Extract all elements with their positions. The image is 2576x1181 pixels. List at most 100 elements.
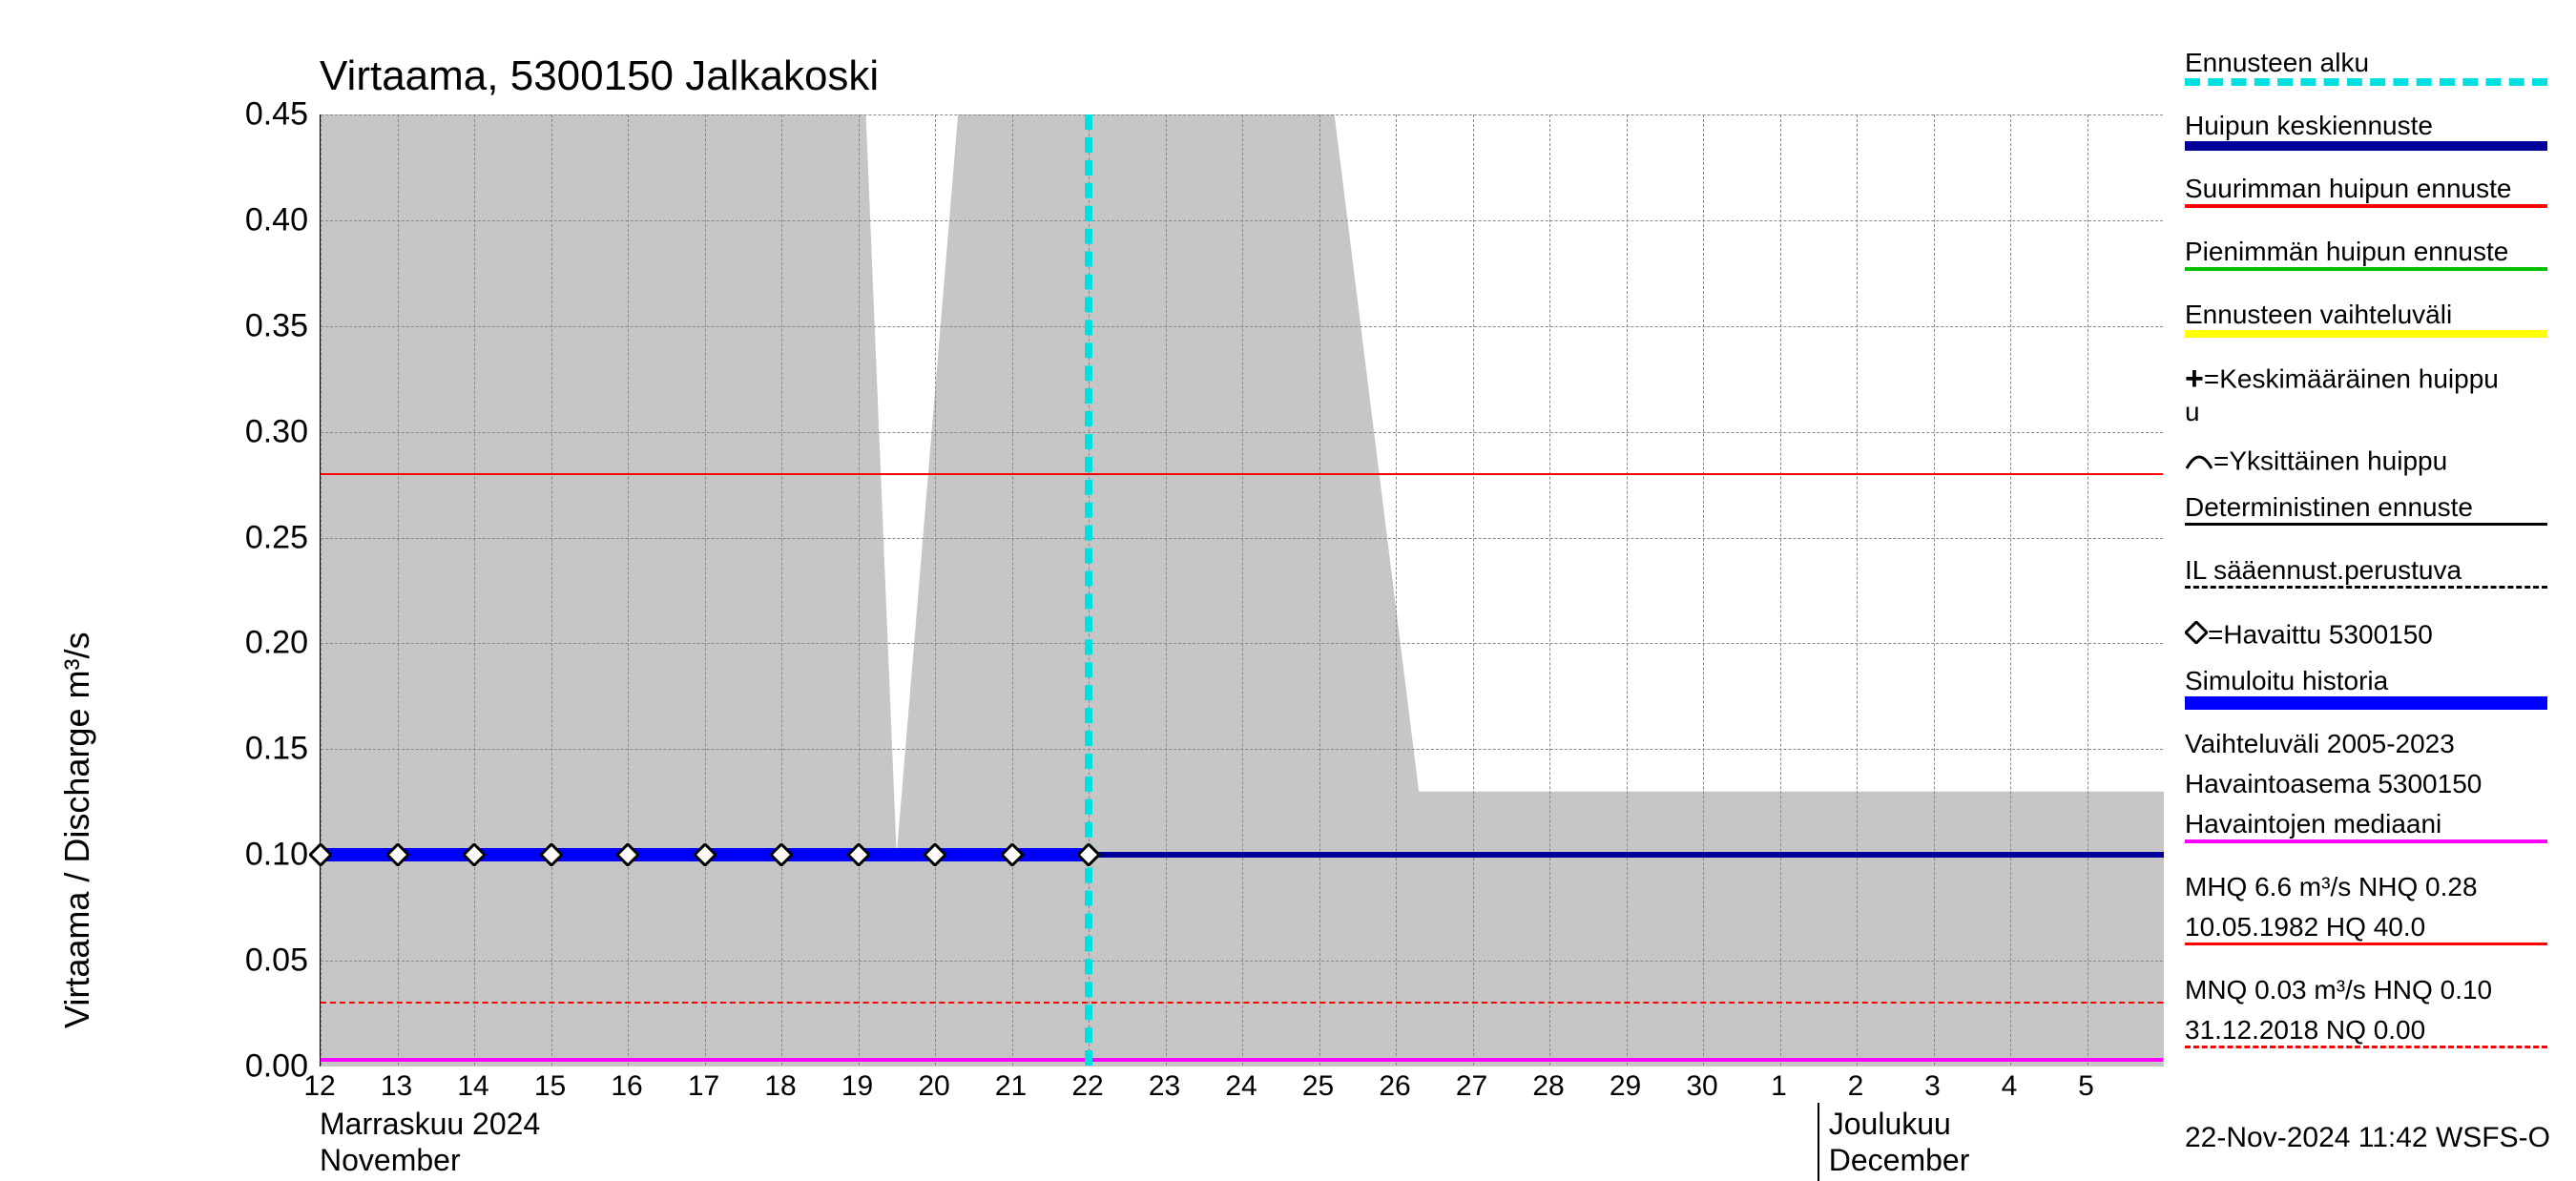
xtick-label: 17 (688, 1070, 719, 1103)
ytick-label: 0.35 (245, 307, 308, 344)
legend-swatch (2185, 523, 2547, 526)
legend-swatch (2185, 696, 2547, 710)
legend-label: Suurimman huipun ennuste (2185, 174, 2511, 203)
legend-label: MNQ 0.03 m³/s HNQ 0.10 (2185, 975, 2492, 1005)
xtick-label: 22 (1071, 1070, 1103, 1103)
plot-area (320, 114, 2163, 1067)
legend-swatch (2185, 586, 2547, 589)
legend-swatch (2185, 204, 2547, 208)
legend-entry: Havaintoasema 5300150 (2185, 767, 2482, 801)
legend-label: =Havaittu 5300150 (2208, 620, 2433, 650)
xtick-label: 15 (534, 1070, 566, 1103)
legend-entry: =Havaittu 5300150 (2185, 616, 2433, 653)
legend-label: Havaintojen mediaani (2185, 809, 2441, 839)
xtick-label: 24 (1225, 1070, 1257, 1103)
xtick-label: 3 (1924, 1070, 1941, 1103)
xtick-label: 18 (764, 1070, 796, 1103)
legend-label: u (2185, 395, 2200, 429)
xtick-label: 16 (611, 1070, 642, 1103)
ytick-label: 0.10 (245, 837, 308, 874)
xtick-label: 12 (303, 1070, 335, 1103)
forecast-start-line (1085, 114, 1092, 1066)
ytick-label: 0.30 (245, 413, 308, 450)
legend-swatch (2185, 330, 2547, 338)
ytick-label: 0.45 (245, 96, 308, 134)
xtick-label: 5 (2078, 1070, 2094, 1103)
observed-marker (616, 843, 639, 866)
legend-swatch (2185, 1046, 2547, 1048)
xtick-label: 23 (1149, 1070, 1180, 1103)
ytick-label: 0.40 (245, 201, 308, 238)
chart-title: Virtaama, 5300150 Jalkakoski (320, 52, 879, 100)
xtick-label: 26 (1379, 1070, 1410, 1103)
legend-entry: Suurimman huipun ennuste (2185, 172, 2511, 206)
legend-entry: =Yksittäinen huippu (2185, 443, 2447, 479)
legend-label: 10.05.1982 HQ 40.0 (2185, 912, 2425, 942)
observed-marker (770, 843, 793, 866)
legend-entry: Pienimmän huipun ennuste (2185, 235, 2508, 269)
legend-label: =Yksittäinen huippu (2213, 446, 2447, 476)
legend-entry: +=Keskimääräinen huippu (2185, 361, 2499, 398)
arc-icon (2185, 445, 2213, 479)
legend-swatch (2185, 141, 2547, 151)
observed-marker (924, 843, 946, 866)
legend-entry: MHQ 6.6 m³/s NHQ 0.28 (2185, 870, 2478, 904)
ytick-label: 0.15 (245, 731, 308, 768)
ref-line (321, 473, 2163, 475)
month-separator (1818, 1103, 1819, 1181)
xtick-label: 14 (457, 1070, 488, 1103)
xtick-label: 21 (995, 1070, 1027, 1103)
legend-entry: Simuloitu historia (2185, 664, 2388, 698)
observed-marker (463, 843, 486, 866)
xtick-label: 28 (1532, 1070, 1564, 1103)
legend-label: MHQ 6.6 m³/s NHQ 0.28 (2185, 872, 2478, 901)
month-label: Joulukuu (1829, 1107, 1951, 1142)
xtick-label: 27 (1456, 1070, 1487, 1103)
ytick-label: 0.00 (245, 1048, 308, 1086)
legend-label: =Keskimääräinen huippu (2204, 364, 2499, 394)
xtick-label: 19 (841, 1070, 873, 1103)
legend-label: Deterministinen ennuste (2185, 492, 2473, 522)
legend-entry: Huipun keskiennuste (2185, 109, 2433, 143)
legend-entry: 10.05.1982 HQ 40.0 (2185, 910, 2425, 944)
legend-entry: Deterministinen ennuste (2185, 490, 2473, 525)
forecast-median-line (1089, 852, 2164, 858)
legend-label: Havaintoasema 5300150 (2185, 769, 2482, 798)
month-label: Marraskuu 2024 (320, 1107, 540, 1142)
legend-swatch (2185, 943, 2547, 945)
xtick-label: 30 (1686, 1070, 1717, 1103)
legend-entry: Vaihteluväli 2005-2023 (2185, 727, 2455, 761)
legend-entry: Ennusteen alku (2185, 46, 2369, 80)
legend-entry: IL sääennust.perustuva (2185, 553, 2462, 588)
legend-label: IL sääennust.perustuva (2185, 555, 2462, 585)
xtick-label: 13 (381, 1070, 412, 1103)
legend-label: 31.12.2018 NQ 0.00 (2185, 1015, 2425, 1045)
legend-label: Pienimmän huipun ennuste (2185, 237, 2508, 266)
month-label: December (1829, 1143, 1970, 1178)
y-axis-label: Virtaama / Discharge m³/s (57, 632, 97, 1028)
legend-swatch (2185, 267, 2547, 271)
legend-label: Huipun keskiennuste (2185, 111, 2433, 140)
observed-marker (386, 843, 409, 866)
observed-marker (309, 843, 332, 866)
observed-marker (540, 843, 563, 866)
ref-line (321, 1058, 2163, 1062)
xtick-label: 1 (1771, 1070, 1787, 1103)
observed-marker (1077, 843, 1100, 866)
observed-marker (1001, 843, 1024, 866)
plus-icon: + (2185, 362, 2204, 398)
ytick-label: 0.05 (245, 943, 308, 980)
xtick-label: 25 (1302, 1070, 1334, 1103)
legend-label: Simuloitu historia (2185, 666, 2388, 695)
legend-label: Ennusteen alku (2185, 48, 2369, 77)
legend-entry: Ennusteen vaihteluväli (2185, 298, 2452, 332)
diamond-icon (2185, 618, 2208, 653)
xtick-label: 29 (1610, 1070, 1641, 1103)
legend-label: Ennusteen vaihteluväli (2185, 300, 2452, 329)
month-label: November (320, 1143, 461, 1178)
legend-label: Vaihteluväli 2005-2023 (2185, 729, 2455, 758)
legend-swatch (2185, 78, 2547, 86)
footer-timestamp: 22-Nov-2024 11:42 WSFS-O (2185, 1122, 2550, 1154)
legend-entry: 31.12.2018 NQ 0.00 (2185, 1013, 2425, 1047)
ref-line (321, 1002, 2163, 1004)
